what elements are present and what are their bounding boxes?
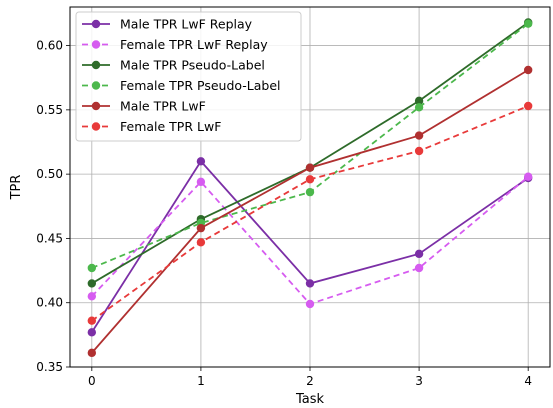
data-point xyxy=(523,101,533,111)
y-tick-label: 0.60 xyxy=(36,39,63,53)
data-point xyxy=(196,177,206,187)
x-tick-label: 0 xyxy=(88,374,96,388)
y-tick-label: 0.35 xyxy=(36,360,63,374)
data-point xyxy=(87,263,97,273)
data-point xyxy=(87,328,97,337)
legend-entry: Female TPR Pseudo-Label xyxy=(82,78,281,93)
data-point xyxy=(523,65,533,75)
data-point xyxy=(305,175,315,184)
legend-entry: Male TPR Pseudo-Label xyxy=(82,58,265,73)
data-point xyxy=(414,146,424,156)
legend-swatch-marker xyxy=(91,81,101,90)
data-point xyxy=(87,292,97,301)
data-point xyxy=(87,348,97,358)
x-axis-label: Task xyxy=(295,392,325,407)
data-point xyxy=(414,96,424,106)
y-tick-label: 0.55 xyxy=(36,103,63,117)
legend-swatch-marker xyxy=(91,122,101,131)
legend-label: Female TPR Pseudo-Label xyxy=(120,78,281,93)
data-point xyxy=(87,279,97,288)
y-axis-label: TPR xyxy=(9,175,24,201)
y-tick-label: 0.50 xyxy=(36,167,63,181)
data-point xyxy=(196,157,206,166)
series-5 xyxy=(87,101,533,325)
data-point xyxy=(414,103,424,112)
legend-swatch-marker xyxy=(91,19,101,29)
legend-box xyxy=(75,11,302,142)
series-1 xyxy=(87,172,533,309)
data-point xyxy=(87,316,97,325)
data-point xyxy=(523,19,533,28)
legend-label: Female TPR LwF Replay xyxy=(120,37,268,52)
x-tick-label: 1 xyxy=(197,374,205,388)
legend-entry: Male TPR LwF Replay xyxy=(82,17,253,32)
data-point xyxy=(196,238,206,247)
legend-swatch-marker xyxy=(91,40,101,49)
axes: 0 1 2 3 4 0.35 0.40 0.45 0.50 0.55 0.60 xyxy=(36,39,532,388)
legend-label: Male TPR LwF xyxy=(120,99,206,114)
x-tick-label: 4 xyxy=(524,374,532,388)
y-tick-label: 0.45 xyxy=(36,231,63,245)
x-tick-label: 2 xyxy=(306,374,314,388)
series-3 xyxy=(87,19,533,273)
series-0 xyxy=(87,157,533,337)
legend-swatch-marker xyxy=(91,101,101,111)
data-point xyxy=(305,299,315,309)
data-point xyxy=(305,163,315,172)
data-point xyxy=(523,172,533,181)
data-point xyxy=(196,223,206,233)
data-point xyxy=(305,187,315,197)
legend-swatch-marker xyxy=(91,60,101,70)
y-tick-label: 0.40 xyxy=(36,296,63,310)
legend-entry: Male TPR LwF xyxy=(82,99,206,114)
legend: Male TPR LwF Replay Female TPR LwF Replay… xyxy=(75,11,302,142)
legend-entry: Female TPR LwF Replay xyxy=(82,37,268,52)
legend-label: Male TPR LwF Replay xyxy=(120,17,253,32)
data-point xyxy=(414,131,424,140)
data-point xyxy=(305,279,315,288)
series-4 xyxy=(87,65,533,358)
x-tick-label: 3 xyxy=(415,374,423,388)
legend-label: Male TPR Pseudo-Label xyxy=(120,58,265,73)
data-point xyxy=(414,249,424,259)
series-layer xyxy=(87,18,533,358)
legend-label: Female TPR LwF xyxy=(120,119,221,134)
legend-entry: Female TPR LwF xyxy=(82,119,221,134)
data-point xyxy=(414,263,424,273)
